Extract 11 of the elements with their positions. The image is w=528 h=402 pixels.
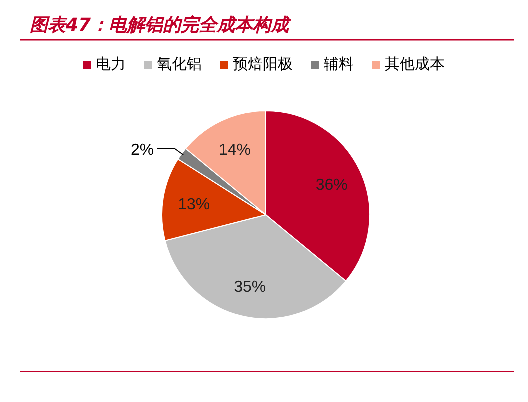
- data-label: 2%: [131, 142, 154, 159]
- legend-label: 电力: [96, 55, 126, 73]
- legend-label: 氧化铝: [157, 55, 202, 73]
- data-label: 35%: [234, 279, 266, 296]
- chart-title: 图表47：电解铝的完全成本构成: [30, 15, 292, 36]
- data-label: 13%: [178, 196, 210, 214]
- data-label: 14%: [218, 142, 252, 160]
- legend-label: 预焙阳极: [233, 55, 293, 73]
- legend-label: 辅料: [324, 55, 354, 73]
- legend-label: 其他成本: [385, 55, 445, 73]
- data-label: 36%: [316, 177, 348, 194]
